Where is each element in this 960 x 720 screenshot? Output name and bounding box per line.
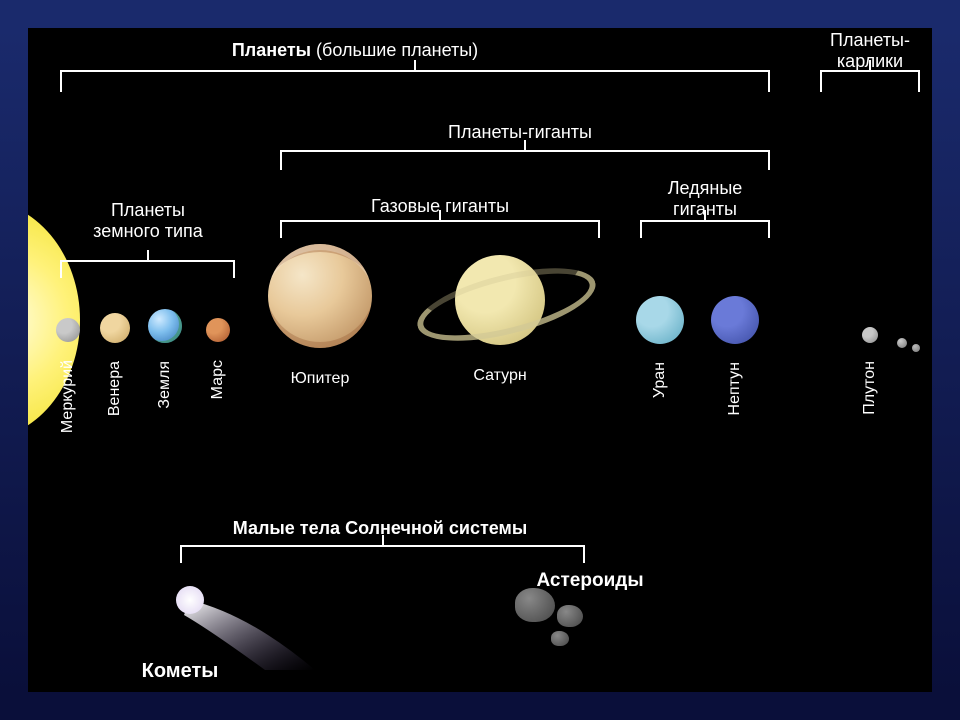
title-small-bodies: Малые тела Солнечной системы [233, 518, 527, 539]
bracket-planets [60, 70, 770, 72]
bracket-gas [280, 220, 600, 222]
planet-Нептун [711, 296, 759, 344]
title-planets-rest: (большие планеты) [311, 40, 478, 60]
planet-Земля [148, 309, 182, 343]
planet-label-Марс: Марс [209, 360, 227, 399]
planet-label-Меркурий: Меркурий [59, 360, 77, 433]
planet-Юпитер [268, 244, 372, 348]
dwarf-moon [912, 344, 920, 352]
bracket-ice [640, 220, 770, 222]
slide-frame [0, 0, 960, 720]
asteroid [557, 605, 583, 627]
planet-Уран [636, 296, 684, 344]
title-dwarf: Планеты- карлики [830, 30, 910, 72]
planet-label-Земля: Земля [156, 361, 174, 409]
planet-label-Венера: Венера [106, 361, 124, 416]
planet-label-Плутон: Плутон [861, 361, 879, 415]
title-terrestrial: Планеты земного типа [93, 200, 203, 242]
label-comets: Кометы [142, 660, 219, 683]
solar-system-infographic: Планеты (большие планеты) Планеты- карли… [0, 0, 960, 720]
planet-label-Уран: Уран [651, 362, 669, 398]
bracket-terrestrial [60, 260, 235, 262]
planet-Меркурий [56, 318, 80, 342]
planet-label-Сатурн: Сатурн [473, 367, 526, 385]
title-planets-bold: Планеты [232, 40, 311, 60]
dwarf-moon [897, 338, 907, 348]
asteroid [551, 631, 569, 646]
asteroid [515, 588, 555, 622]
planet-label-Юпитер: Юпитер [291, 370, 350, 388]
bracket-giants [280, 150, 770, 152]
planet-Марс [206, 318, 230, 342]
title-giants: Планеты-гиганты [448, 122, 592, 143]
planet-label-Нептун: Нептун [726, 362, 744, 415]
title-gas: Газовые гиганты [371, 196, 509, 217]
planet-Венера [100, 313, 130, 343]
title-planets: Планеты (большие планеты) [232, 40, 478, 61]
title-ice: Ледяные гиганты [668, 178, 743, 220]
planet-Плутон [862, 327, 878, 343]
label-asteroids: Астероиды [536, 570, 643, 592]
bracket-small-bodies [180, 545, 585, 547]
